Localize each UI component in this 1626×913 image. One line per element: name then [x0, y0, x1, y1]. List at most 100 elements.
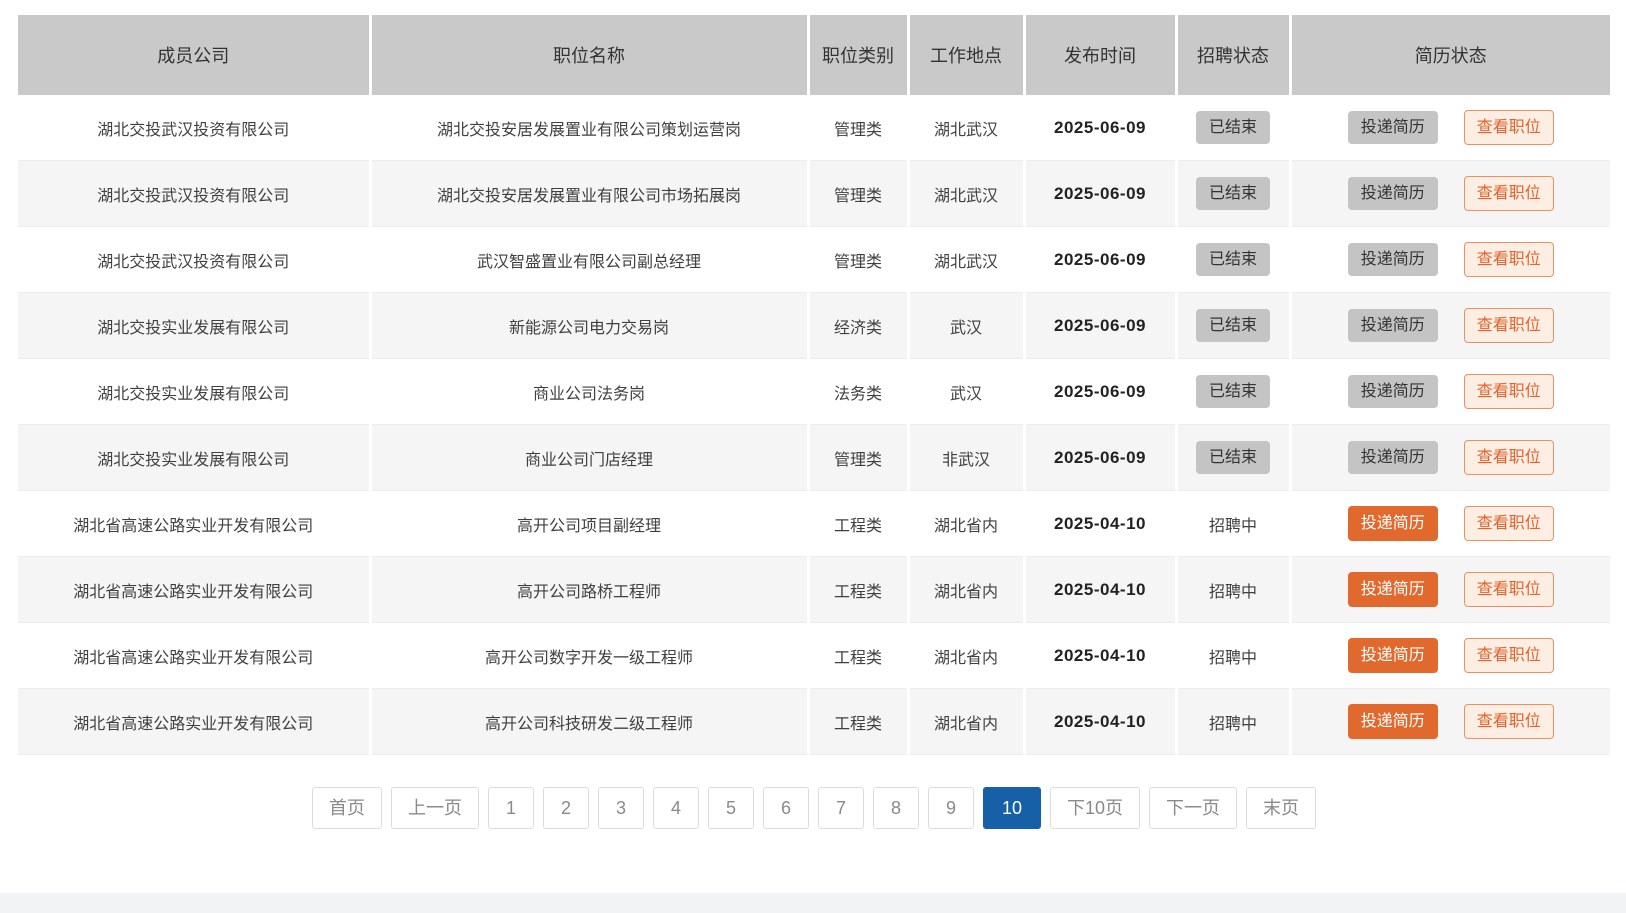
jobs-table: 成员公司 职位名称 职位类别 工作地点 发布时间 招聘状态 简历状态 湖北交投武汉投资有限公…: [18, 15, 1610, 755]
recruit-status-badge: 已结束: [1195, 374, 1270, 409]
pagination-page-9[interactable]: 9: [927, 787, 974, 829]
cell-resume-status: 投递简历 查看职位: [1290, 226, 1610, 293]
table-row: 湖北交投实业发展有限公司 新能源公司电力交易岗 经济类 武汉 2025-06-09 已结束…: [18, 292, 1610, 359]
column-header-company: 成员公司: [18, 15, 372, 95]
cell-category: 工程类: [808, 688, 910, 755]
table-row: 湖北交投武汉投资有限公司 武汉智盛置业有限公司副总经理 管理类 湖北武汉 2025-06…: [18, 226, 1610, 293]
cell-company: 湖北交投武汉投资有限公司: [18, 160, 372, 227]
cell-recruit-status: 招聘中: [1176, 688, 1292, 755]
cell-position: 商业公司门店经理: [370, 424, 810, 491]
pagination-page-3[interactable]: 3: [597, 787, 644, 829]
view-position-button[interactable]: 查看职位: [1463, 175, 1554, 212]
cell-resume-status: 投递简历 查看职位: [1290, 424, 1610, 491]
pagination-first[interactable]: 首页: [311, 787, 382, 829]
cell-recruit-status: 已结束: [1176, 424, 1292, 491]
cell-publish-date: 2025-06-09: [1024, 160, 1178, 227]
cell-company: 湖北省高速公路实业开发有限公司: [18, 490, 372, 557]
view-position-button[interactable]: 查看职位: [1463, 307, 1554, 344]
table-row: 湖北省高速公路实业开发有限公司 高开公司科技研发二级工程师 工程类 湖北省内 2025-…: [18, 688, 1610, 755]
view-position-button[interactable]: 查看职位: [1463, 109, 1554, 146]
cell-resume-status: 投递简历 查看职位: [1290, 95, 1610, 161]
apply-resume-button[interactable]: 投递简历: [1347, 505, 1438, 542]
view-position-button[interactable]: 查看职位: [1463, 505, 1554, 542]
apply-resume-button: 投递简历: [1347, 440, 1438, 475]
cell-category: 法务类: [808, 358, 910, 425]
table-row: 湖北交投实业发展有限公司 商业公司门店经理 管理类 非武汉 2025-06-09 已结束投…: [18, 424, 1610, 491]
cell-resume-status: 投递简历 查看职位: [1290, 622, 1610, 689]
pagination-page-2[interactable]: 2: [542, 787, 589, 829]
cell-category: 管理类: [808, 160, 910, 227]
pagination-next[interactable]: 下一页: [1149, 787, 1238, 829]
cell-recruit-status: 已结束: [1176, 160, 1292, 227]
cell-location: 湖北省内: [908, 556, 1026, 623]
cell-company: 湖北交投武汉投资有限公司: [18, 226, 372, 293]
cell-resume-status: 投递简历 查看职位: [1290, 688, 1610, 755]
column-header-recruit-status: 招聘状态: [1176, 15, 1292, 95]
cell-publish-date: 2025-04-10: [1024, 490, 1178, 557]
pagination-page-8[interactable]: 8: [872, 787, 919, 829]
pagination-page-6[interactable]: 6: [762, 787, 809, 829]
cell-location: 武汉: [908, 358, 1026, 425]
cell-company: 湖北交投实业发展有限公司: [18, 358, 372, 425]
cell-position: 新能源公司电力交易岗: [370, 292, 810, 359]
table-header-row: 成员公司 职位名称 职位类别 工作地点 发布时间 招聘状态 简历状态: [18, 15, 1610, 95]
cell-category: 管理类: [808, 95, 910, 161]
cell-company: 湖北省高速公路实业开发有限公司: [18, 688, 372, 755]
cell-position: 湖北交投安居发展置业有限公司市场拓展岗: [370, 160, 810, 227]
column-header-location: 工作地点: [908, 15, 1026, 95]
pagination-page-4[interactable]: 4: [652, 787, 699, 829]
cell-recruit-status: 已结束: [1176, 95, 1292, 161]
cell-position: 湖北交投安居发展置业有限公司策划运营岗: [370, 95, 810, 161]
cell-recruit-status: 招聘中: [1176, 622, 1292, 689]
cell-location: 湖北武汉: [908, 95, 1026, 161]
table-row: 湖北省高速公路实业开发有限公司 高开公司路桥工程师 工程类 湖北省内 2025-04-1…: [18, 556, 1610, 623]
cell-position: 高开公司科技研发二级工程师: [370, 688, 810, 755]
cell-category: 管理类: [808, 226, 910, 293]
pagination-last[interactable]: 末页: [1246, 787, 1317, 829]
cell-position: 武汉智盛置业有限公司副总经理: [370, 226, 810, 293]
recruit-status-badge: 已结束: [1195, 176, 1270, 211]
cell-position: 商业公司法务岗: [370, 358, 810, 425]
view-position-button[interactable]: 查看职位: [1463, 637, 1554, 674]
table-row: 湖北交投武汉投资有限公司 湖北交投安居发展置业有限公司策划运营岗 管理类 湖北武汉 20…: [18, 95, 1610, 161]
view-position-button[interactable]: 查看职位: [1463, 703, 1554, 740]
cell-company: 湖北交投武汉投资有限公司: [18, 95, 372, 161]
cell-category: 经济类: [808, 292, 910, 359]
apply-resume-button[interactable]: 投递简历: [1347, 703, 1438, 740]
cell-recruit-status: 招聘中: [1176, 490, 1292, 557]
cell-recruit-status: 已结束: [1176, 292, 1292, 359]
cell-publish-date: 2025-06-09: [1024, 292, 1178, 359]
apply-resume-button: 投递简历: [1347, 176, 1438, 211]
pagination-page-10[interactable]: 10: [982, 787, 1041, 829]
cell-company: 湖北交投实业发展有限公司: [18, 292, 372, 359]
apply-resume-button[interactable]: 投递简历: [1347, 637, 1438, 674]
cell-publish-date: 2025-04-10: [1024, 556, 1178, 623]
column-header-resume-status: 简历状态: [1290, 15, 1610, 95]
cell-category: 工程类: [808, 556, 910, 623]
job-list-section: 成员公司 职位名称 职位类别 工作地点 发布时间 招聘状态 简历状态 湖北交投武汉投资有限公…: [18, 15, 1610, 829]
cell-category: 管理类: [808, 424, 910, 491]
table-row: 湖北交投实业发展有限公司 商业公司法务岗 法务类 武汉 2025-06-09 已结束 投递简…: [18, 358, 1610, 425]
column-header-position: 职位名称: [370, 15, 810, 95]
pagination-page-7[interactable]: 7: [817, 787, 864, 829]
pagination-page-1[interactable]: 1: [487, 787, 534, 829]
cell-location: 湖北武汉: [908, 226, 1026, 293]
view-position-button[interactable]: 查看职位: [1463, 373, 1554, 410]
recruit-status-badge: 已结束: [1195, 242, 1270, 277]
cell-position: 高开公司项目副经理: [370, 490, 810, 557]
view-position-button[interactable]: 查看职位: [1463, 241, 1554, 278]
table-row: 湖北省高速公路实业开发有限公司 高开公司数字开发一级工程师 工程类 湖北省内 2025-…: [18, 622, 1610, 689]
pagination-prev[interactable]: 上一页: [390, 787, 479, 829]
cell-resume-status: 投递简历 查看职位: [1290, 358, 1610, 425]
cell-resume-status: 投递简历 查看职位: [1290, 292, 1610, 359]
view-position-button[interactable]: 查看职位: [1463, 571, 1554, 608]
apply-resume-button: 投递简历: [1347, 308, 1438, 343]
cell-location: 湖北省内: [908, 622, 1026, 689]
cell-publish-date: 2025-06-09: [1024, 424, 1178, 491]
apply-resume-button[interactable]: 投递简历: [1347, 571, 1438, 608]
pagination-next-10[interactable]: 下10页: [1049, 787, 1141, 829]
pagination-page-5[interactable]: 5: [707, 787, 754, 829]
cell-publish-date: 2025-06-09: [1024, 95, 1178, 161]
apply-resume-button: 投递简历: [1347, 110, 1438, 145]
view-position-button[interactable]: 查看职位: [1463, 439, 1554, 476]
